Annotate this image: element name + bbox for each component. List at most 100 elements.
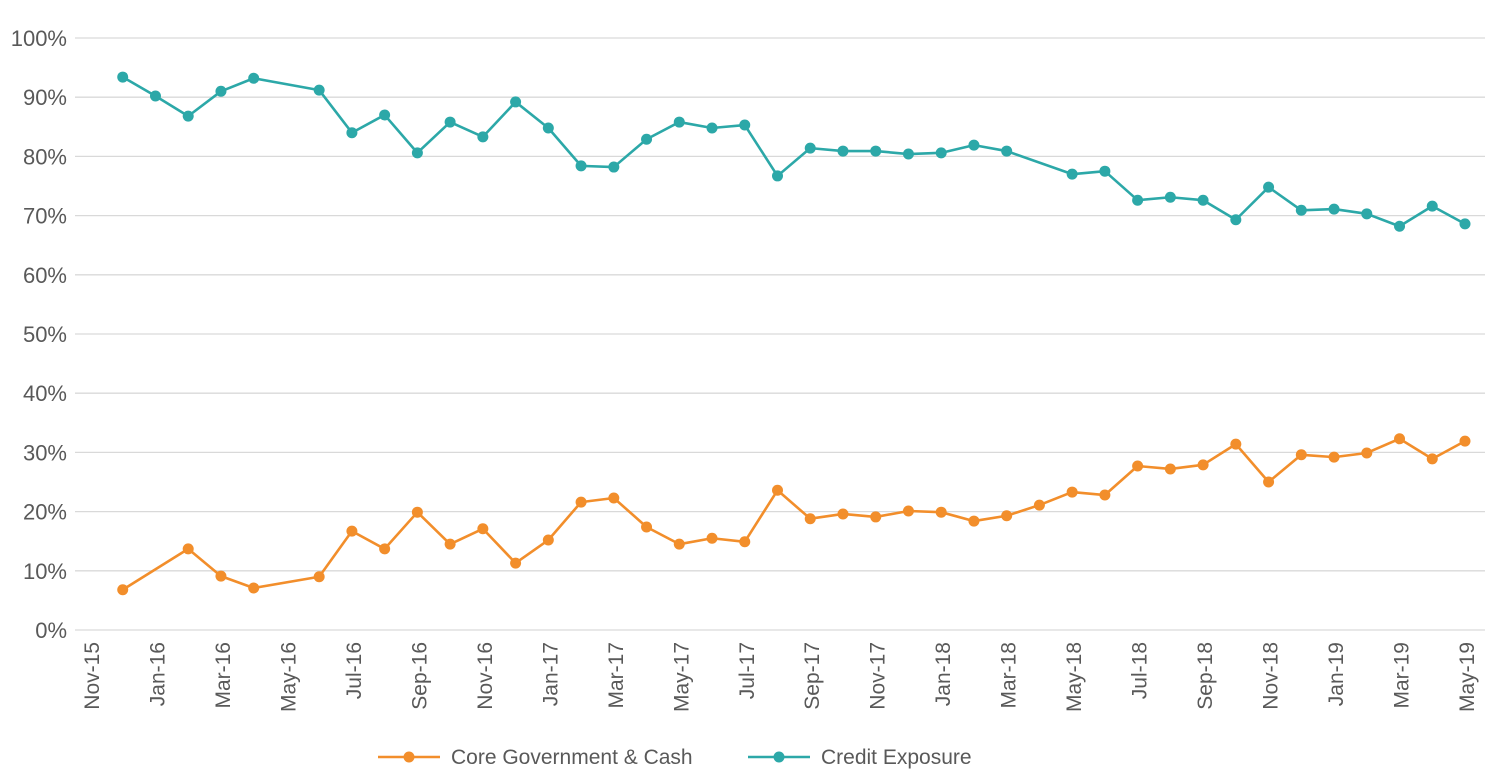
data-point	[477, 523, 489, 535]
data-point	[444, 116, 456, 128]
data-point	[804, 142, 816, 154]
data-point	[772, 170, 783, 182]
gridlines	[75, 37, 1485, 631]
data-point	[870, 145, 882, 157]
data-point	[1132, 194, 1144, 206]
data-point	[706, 532, 718, 544]
x-tick-label: Nov-16	[474, 642, 497, 710]
data-point	[575, 496, 587, 508]
data-point	[117, 584, 129, 596]
data-point	[1394, 220, 1406, 232]
data-point	[346, 127, 358, 139]
x-tick-label: Jul-17	[736, 642, 759, 699]
data-point	[1328, 203, 1340, 215]
y-tick-label: 30%	[23, 440, 67, 465]
y-tick-label: 70%	[23, 204, 67, 229]
x-tick-label: Mar-17	[605, 642, 628, 709]
data-point	[673, 538, 685, 550]
data-point	[346, 525, 358, 537]
x-tick-label: May-16	[277, 642, 300, 712]
data-point	[1164, 191, 1176, 203]
x-tick-label: Jul-18	[1129, 642, 1152, 699]
x-tick-label: Mar-19	[1391, 642, 1414, 709]
data-point	[1164, 463, 1176, 475]
data-point	[1001, 510, 1013, 522]
x-tick-label: Jan-17	[539, 642, 562, 706]
data-point	[1066, 168, 1078, 180]
data-point	[117, 71, 129, 83]
x-tick-label: Nov-18	[1260, 642, 1283, 710]
y-tick-label: 0%	[35, 618, 67, 643]
y-tick-label: 60%	[23, 263, 67, 288]
series-group	[117, 71, 1471, 596]
data-point	[772, 484, 783, 496]
data-point	[1426, 200, 1438, 212]
x-tick-label: May-18	[1063, 642, 1086, 712]
data-point	[1426, 453, 1438, 465]
x-tick-label: Sep-17	[801, 642, 824, 710]
data-point	[411, 147, 423, 159]
data-point	[804, 513, 816, 525]
y-tick-label: 20%	[23, 500, 67, 525]
legend: Core Government & Cash Credit Exposure	[378, 746, 972, 769]
y-tick-label: 50%	[23, 322, 67, 347]
data-point	[1361, 447, 1373, 459]
y-tick-label: 100%	[11, 26, 67, 51]
data-point	[182, 543, 194, 555]
x-axis: Nov-15 Jan-16 Mar-16 May-16 Jul-16 Sep-16 Nov-…	[81, 642, 1479, 712]
data-point	[1295, 204, 1307, 216]
data-point	[1295, 449, 1307, 461]
y-tick-label: 80%	[23, 144, 67, 169]
data-point	[510, 557, 522, 569]
x-tick-label: Nov-17	[867, 642, 890, 710]
data-point	[248, 72, 260, 84]
data-point	[673, 116, 685, 128]
data-point	[968, 515, 980, 527]
data-point	[870, 511, 882, 523]
x-tick-label: May-19	[1456, 642, 1479, 712]
x-tick-label: Sep-18	[1194, 642, 1217, 710]
data-point	[1230, 214, 1242, 226]
series-line	[122, 437, 1466, 591]
legend-label: Credit Exposure	[821, 746, 972, 769]
series-line	[122, 75, 1466, 228]
data-point	[477, 131, 489, 143]
x-tick-label: Jan-18	[932, 642, 955, 706]
data-point	[411, 506, 423, 518]
data-point	[1263, 181, 1275, 193]
data-point	[641, 133, 653, 145]
data-point	[1230, 438, 1242, 450]
data-point	[608, 492, 620, 504]
x-tick-label: Sep-16	[408, 642, 431, 710]
data-point	[1001, 145, 1013, 157]
x-tick-label: Mar-16	[212, 642, 235, 709]
data-point	[902, 505, 914, 517]
data-point	[1197, 459, 1209, 471]
x-tick-label: Jul-16	[343, 642, 366, 699]
data-point	[313, 571, 325, 583]
data-point	[935, 506, 947, 518]
data-point	[149, 90, 161, 102]
data-point	[215, 570, 227, 582]
data-point	[248, 582, 260, 594]
data-point	[837, 145, 849, 157]
data-point	[1328, 451, 1340, 463]
data-point	[902, 148, 914, 160]
legend-marker	[403, 751, 415, 763]
y-tick-label: 10%	[23, 559, 67, 584]
data-point	[379, 543, 391, 555]
data-point	[510, 96, 522, 108]
data-point	[1197, 194, 1209, 206]
x-tick-label: Mar-18	[998, 642, 1021, 709]
data-point	[935, 147, 947, 159]
data-point	[542, 534, 554, 546]
y-axis: 0% 10% 20% 30% 40% 50% 60% 70% 80% 90% 100%	[11, 26, 67, 643]
data-point	[182, 110, 194, 122]
data-point	[575, 160, 587, 172]
data-point	[1459, 218, 1471, 230]
data-point	[1394, 433, 1406, 445]
data-point	[837, 508, 849, 520]
data-point	[379, 109, 391, 121]
series-0	[117, 433, 1471, 596]
